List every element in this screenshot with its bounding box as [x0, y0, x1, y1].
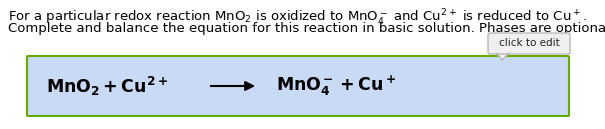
Text: For a particular redox reaction MnO$_2$ is oxidized to MnO$_4^-$ and Cu$^{2+}$ i: For a particular redox reaction MnO$_2$ …: [8, 8, 587, 28]
Text: Complete and balance the equation for this reaction in basic solution. Phases ar: Complete and balance the equation for th…: [8, 22, 605, 35]
Polygon shape: [496, 52, 510, 60]
Text: $\mathregular{MnO_2+Cu^{2+}}$: $\mathregular{MnO_2+Cu^{2+}}$: [46, 74, 168, 98]
FancyBboxPatch shape: [27, 56, 569, 116]
Text: $\mathregular{MnO_4^-+Cu^+}$: $\mathregular{MnO_4^-+Cu^+}$: [276, 74, 396, 98]
FancyBboxPatch shape: [488, 33, 570, 54]
Text: click to edit: click to edit: [499, 38, 560, 49]
